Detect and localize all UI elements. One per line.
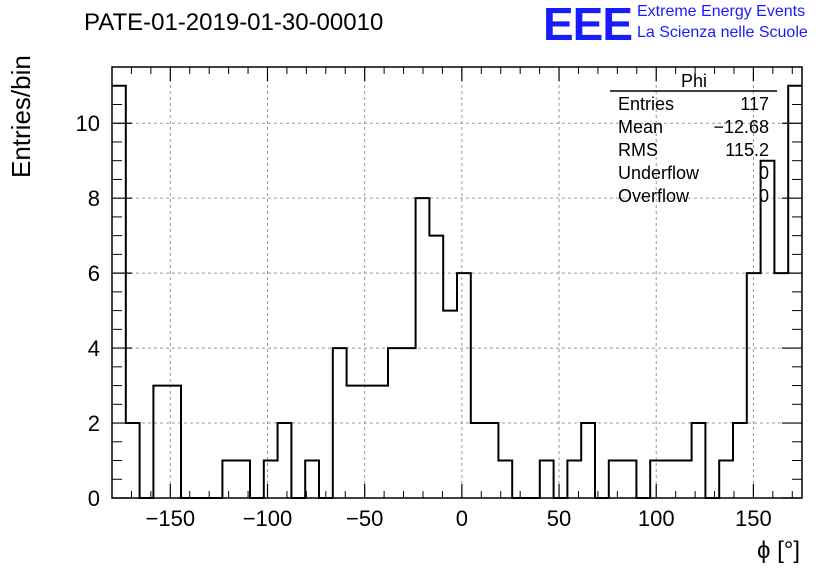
x-tick-label: −50 — [346, 506, 383, 531]
stats-label-overflow: Overflow — [618, 186, 690, 206]
stats-label-mean: Mean — [618, 117, 663, 137]
x-tick-labels: −150 −100 −50 0 50 100 150 — [146, 506, 772, 531]
logo-line-1: Extreme Energy Events — [637, 3, 806, 20]
eee-logo: EEE — [543, 0, 633, 50]
stats-title: Phi — [681, 71, 707, 91]
y-tick-label: 6 — [88, 261, 100, 286]
logo-line-2: La Scienza nelle Scuole — [637, 24, 808, 41]
stats-box: Phi Entries 117 Mean −12.68 RMS 115.2 Un… — [610, 71, 777, 206]
y-tick-label: 8 — [88, 186, 100, 211]
y-axis-label: Entries/bin — [6, 55, 36, 178]
x-tick-label: −100 — [243, 506, 293, 531]
stats-value-rms: 115.2 — [725, 140, 769, 160]
stats-label-underflow: Underflow — [618, 163, 700, 183]
stats-value-mean: −12.68 — [713, 117, 769, 137]
x-tick-label: 50 — [547, 506, 571, 531]
x-tick-label: 100 — [638, 506, 675, 531]
y-tick-label: 2 — [88, 411, 100, 436]
x-tick-label: 150 — [735, 506, 772, 531]
y-tick-label: 4 — [88, 336, 100, 361]
plot-frame — [111, 66, 803, 499]
y-tick-labels: 0 2 4 6 8 10 — [76, 111, 100, 511]
chart-title: PATE-01-2019-01-30-00010 — [84, 9, 384, 36]
y-tick-label: 0 — [88, 486, 100, 511]
x-tick-label: 0 — [456, 506, 468, 531]
stats-value-entries: 117 — [740, 94, 769, 114]
stats-value-overflow: 0 — [759, 186, 769, 206]
stats-label-rms: RMS — [618, 140, 658, 160]
stats-label-entries: Entries — [618, 94, 674, 114]
stats-value-underflow: 0 — [759, 163, 769, 183]
x-axis-label: ϕ [°] — [757, 537, 800, 564]
x-tick-label: −150 — [146, 506, 196, 531]
histogram-outline — [112, 84, 802, 499]
y-tick-label: 10 — [76, 111, 100, 136]
